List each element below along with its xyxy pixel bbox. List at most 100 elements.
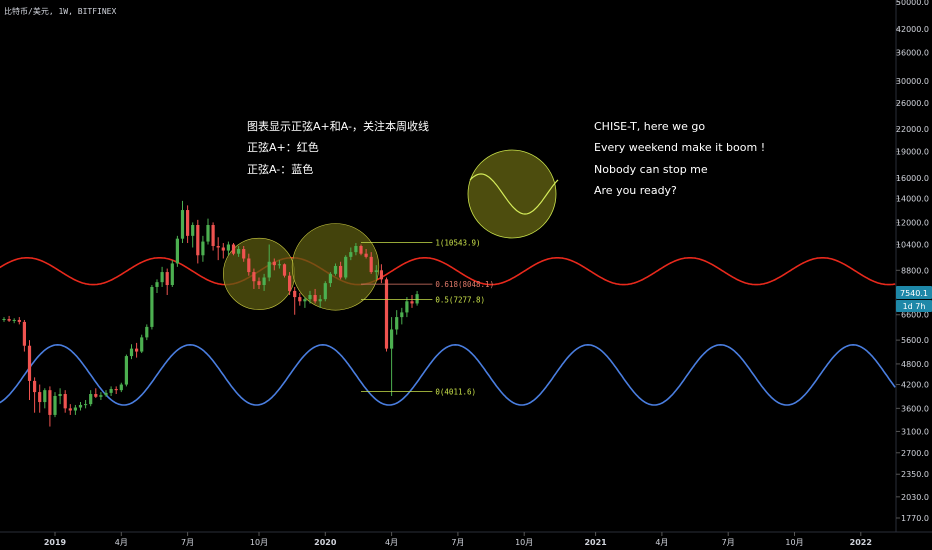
- candle-body: [114, 389, 118, 391]
- candle-body: [165, 272, 169, 286]
- symbol-name: 比特币/美元: [4, 6, 49, 16]
- symbol-interval: 1W: [58, 7, 68, 16]
- candle-body: [231, 244, 236, 254]
- price-tick-label: 30000.0: [896, 77, 929, 86]
- price-tick-label: 2700.0: [901, 449, 929, 458]
- annotation-line: 图表显示正弦A+和A-，关注本周收线: [247, 119, 429, 133]
- symbol-header: 比特币/美元, 1W, BITFINEX: [4, 6, 116, 16]
- candle-body: [384, 279, 389, 349]
- price-tick-label: 36000.0: [896, 49, 929, 58]
- sine-icon-wave: [469, 173, 559, 215]
- candle-body: [374, 270, 378, 273]
- candle-body: [410, 301, 414, 304]
- candle-body: [73, 407, 77, 411]
- candle-body: [119, 384, 123, 391]
- candle-body: [333, 265, 338, 274]
- price-tick-label: 1770.0: [901, 514, 929, 523]
- candle-body: [104, 392, 108, 396]
- candle-body: [89, 394, 93, 405]
- annotation-right[interactable]: CHISE-T, here we go Every weekend make i…: [594, 120, 765, 197]
- candle-body: [328, 273, 332, 284]
- last-price-badge: 7540.1 1d 7h: [896, 286, 932, 312]
- candle-body: [27, 345, 32, 381]
- time-axis[interactable]: 2019 4月 7月 10月 2020 4月 7月 10月 2021 4月 7月 10月 2022: [0, 531, 932, 547]
- candle-body: [196, 225, 200, 256]
- time-tick-label: 2019: [44, 538, 67, 547]
- price-tick-label: 3600.0: [901, 404, 929, 413]
- candle-body: [145, 326, 149, 338]
- candle-body: [293, 290, 297, 298]
- candle-body: [395, 317, 399, 330]
- price-tick-label: 22000.0: [896, 125, 929, 134]
- candle-body: [68, 408, 72, 411]
- fibonacci-retracement[interactable]: 1(10543.9) 0.618(8048.1) 0.5(7277.8) 0(4011…: [361, 238, 494, 397]
- candle-body: [221, 247, 225, 251]
- price-tick-label: 12000.0: [896, 218, 929, 227]
- candle-body: [38, 392, 42, 403]
- candle-body: [257, 281, 261, 286]
- sine-waves: [0, 257, 896, 406]
- price-axis[interactable]: 1770.0 2030.0 2350.0 2700.0 3100.0 3600.0 4200…: [895, 0, 929, 532]
- candle-body: [53, 395, 57, 415]
- time-tick-label: 2021: [584, 538, 607, 547]
- fib-level-label: 0.5(7277.8): [435, 296, 485, 305]
- price-tick-label: 4200.0: [901, 381, 929, 390]
- candle-body: [226, 244, 230, 251]
- candle-body: [175, 238, 179, 264]
- candle-body: [109, 389, 113, 393]
- fib-level-label: 1(10543.9): [435, 238, 480, 247]
- candle-body: [48, 390, 52, 415]
- candle-body: [288, 275, 292, 291]
- candle-body: [58, 394, 62, 396]
- candle-body: [140, 337, 144, 352]
- candle-body: [186, 210, 190, 236]
- time-tick-label: 4月: [655, 538, 668, 547]
- time-tick-label: 2020: [314, 538, 337, 547]
- candle-body: [242, 249, 246, 259]
- sine-series-line: [0, 257, 896, 286]
- candle-body: [364, 253, 368, 257]
- candle-body: [313, 294, 317, 302]
- candle-body: [124, 356, 128, 385]
- candle-body: [349, 252, 353, 257]
- candle-body: [282, 264, 287, 276]
- candle-body: [63, 394, 67, 409]
- time-tick-label: 10月: [515, 538, 533, 547]
- price-tick-label: 14000.0: [896, 195, 929, 204]
- candlesticks: [2, 200, 419, 427]
- candle-body: [390, 329, 394, 349]
- price-tick-label: 10400.0: [896, 241, 929, 250]
- candle-body: [170, 263, 174, 286]
- candle-body: [201, 241, 205, 256]
- price-badge-bg: [896, 286, 932, 299]
- candle-body: [272, 261, 276, 266]
- time-tick-label: 7月: [451, 538, 464, 547]
- candle-body: [359, 246, 363, 254]
- candle-body: [43, 390, 47, 403]
- sine-icon-illustration: [467, 149, 559, 239]
- fib-level-label: 0(4011.6): [435, 388, 476, 397]
- candle-body: [415, 294, 419, 304]
- candle-body: [369, 256, 373, 273]
- annotation-left[interactable]: 图表显示正弦A+和A-，关注本周收线 正弦A+：红色 正弦A-：蓝色: [247, 119, 429, 176]
- candle-body: [379, 270, 383, 280]
- price-tick-label: 2350.0: [901, 470, 929, 479]
- candle-body: [33, 380, 37, 393]
- annotation-line: Nobody can stop me: [594, 163, 708, 176]
- time-tick-label: 4月: [385, 538, 398, 547]
- price-tick-label: 16000.0: [896, 174, 929, 183]
- candle-body: [339, 265, 343, 278]
- candle-body: [84, 404, 88, 406]
- price-tick-label: 6600.0: [901, 311, 929, 320]
- time-tick-label: 7月: [181, 538, 194, 547]
- price-tick-label: 2030.0: [901, 493, 929, 502]
- time-tick-label: 4月: [115, 538, 128, 547]
- candle-body: [135, 348, 139, 352]
- annotation-line: CHISE-T, here we go: [594, 120, 705, 133]
- symbol-exchange: BITFINEX: [78, 7, 117, 16]
- price-tick-label: 8800.0: [901, 266, 929, 275]
- candle-body: [12, 319, 16, 321]
- sine-icon-circle: [467, 149, 557, 239]
